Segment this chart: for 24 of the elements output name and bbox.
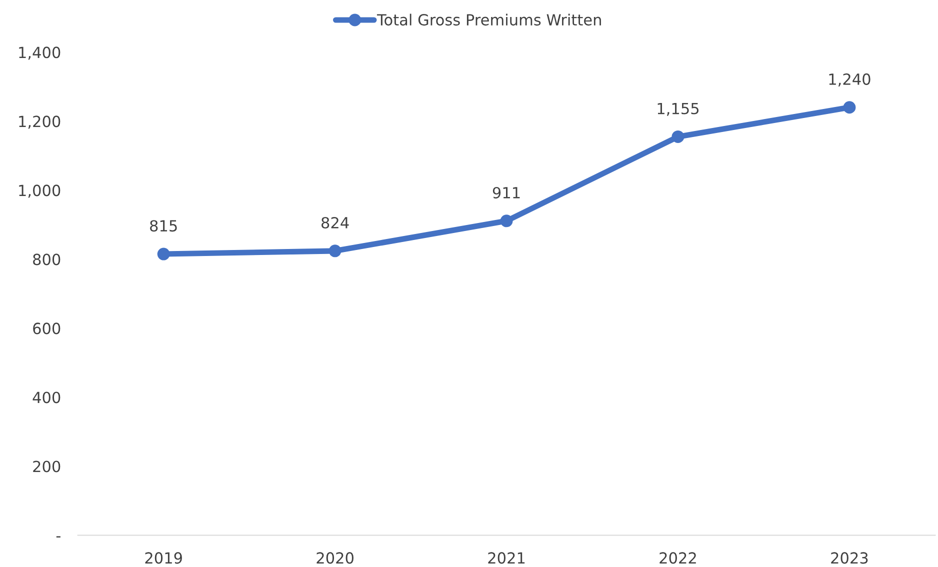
- y-tick-label: 1,000: [19, 184, 60, 198]
- data-label: 824: [322, 216, 349, 229]
- x-tick-label: 2020: [316, 552, 354, 564]
- point: [157, 248, 170, 260]
- y-tick-label: 200: [33, 460, 60, 472]
- x-tick-label: 2019: [145, 552, 182, 564]
- point: [672, 130, 684, 143]
- data-label: 911: [492, 186, 520, 198]
- x-tick-label: 2022: [660, 552, 696, 564]
- point: [328, 244, 342, 258]
- data-label: 815: [150, 220, 177, 232]
- point: [500, 214, 513, 228]
- x-tick-label: 2021: [488, 552, 525, 564]
- y-tick-label: 600: [33, 322, 60, 334]
- y-tick-label: 1,200: [19, 116, 60, 129]
- y-tick-label: 400: [32, 392, 60, 404]
- legend-label: Total Gross Premiums Written: [376, 14, 601, 26]
- data-label: 1,155: [658, 102, 699, 116]
- y-tick-label: 800: [33, 254, 60, 266]
- y-tick-label: 1,400: [19, 46, 60, 60]
- point: [843, 101, 856, 114]
- x-tick-label: 2023: [831, 552, 868, 564]
- data-label: 1,240: [829, 73, 870, 87]
- y-tick-label: -: [56, 536, 60, 538]
